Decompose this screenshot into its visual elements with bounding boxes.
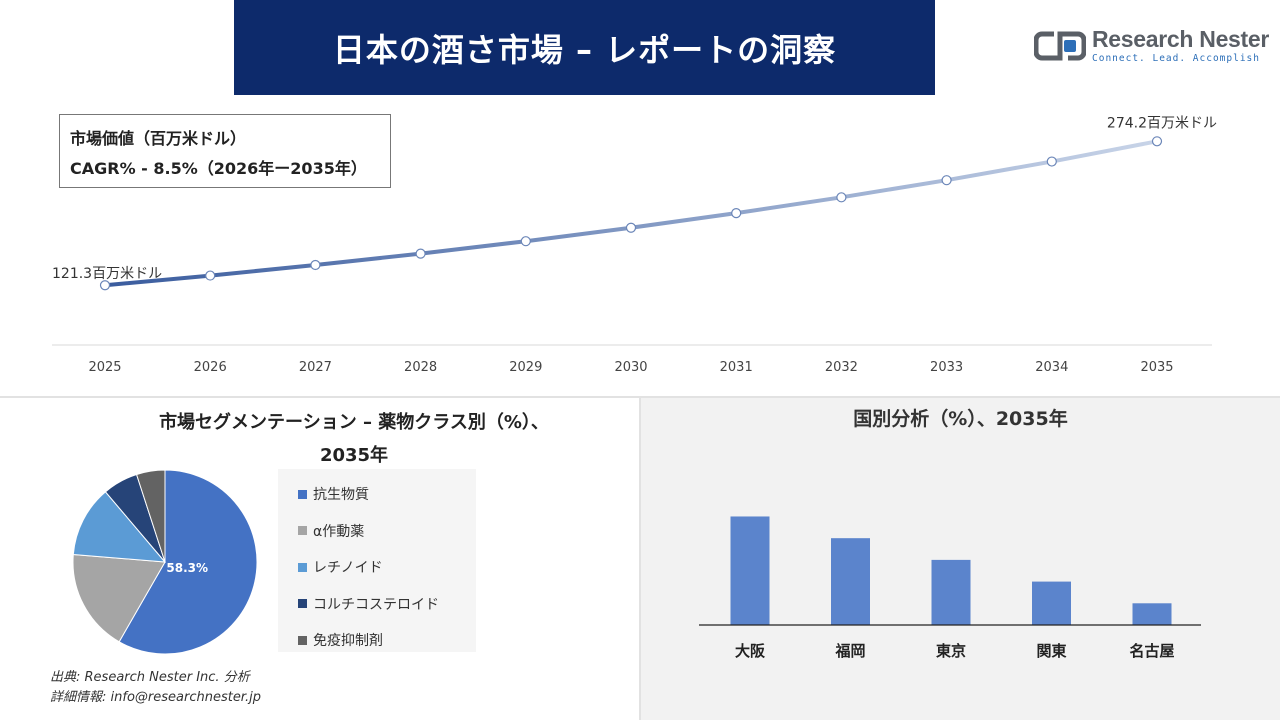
segmentation-title-line1: 市場セグメンテーション – 薬物クラス別（%）、 — [159, 412, 549, 433]
x-tick-label: 2035 — [1140, 360, 1173, 375]
legend-swatch — [298, 599, 307, 609]
country-analysis-title: 国別分析（%）、2035年 — [853, 408, 1068, 430]
source-note: 出典: Research Nester Inc. 分析 詳細情報: info@r… — [50, 668, 261, 708]
line-point-2034 — [1046, 156, 1057, 167]
drug-class-pie-chart: 58.3% — [72, 469, 258, 655]
end-value-label: 274.2百万米ドル — [1107, 115, 1217, 131]
legend-item: レチノイド — [298, 549, 476, 586]
bar-category-label: 福岡 — [834, 642, 865, 660]
legend-label: レチノイド — [313, 560, 383, 577]
pie-slice-label: 58.3% — [166, 561, 208, 575]
legend-label: 抗生物質 — [313, 487, 369, 504]
legend-item: 抗生物質 — [298, 476, 476, 513]
pie-slice-2 — [72, 491, 167, 563]
pie-slice-4 — [135, 469, 166, 563]
pie-slice-0 — [118, 469, 258, 655]
line-point-2028 — [415, 248, 426, 259]
page-title: 日本の酒さ市場 – レポートの洞察 — [234, 0, 935, 95]
bar-0 — [730, 516, 770, 625]
info-box-title: 市場価値（百万米ドル） — [70, 129, 247, 148]
x-tick-label: 2027 — [299, 360, 332, 375]
bar-3 — [1032, 581, 1071, 625]
panel-divider — [639, 398, 641, 720]
line-point-2029 — [520, 236, 531, 247]
segmentation-title: 市場セグメンテーション – 薬物クラス別（%）、 2035年 — [80, 406, 628, 472]
source-line: 出典: Research Nester Inc. 分析 — [50, 670, 250, 685]
start-value-label: 121.3百万米ドル — [52, 266, 162, 282]
bar-category-label: 名古屋 — [1129, 642, 1174, 660]
legend-swatch — [298, 526, 307, 536]
line-point-2031 — [731, 208, 742, 219]
x-tick-label: 2029 — [509, 360, 542, 375]
bar-2 — [931, 559, 971, 625]
info-box-cagr: CAGR% - 8.5%（2026年ー2035年） — [70, 159, 367, 178]
bar-4 — [1132, 603, 1172, 625]
line-point-2032 — [836, 192, 847, 203]
legend-swatch — [298, 562, 307, 572]
x-tick-label: 2028 — [404, 360, 437, 375]
market-value-line-chart: 2025 2026 2027 2028 2029 2030 2031 2032 2033 2034… — [52, 115, 1217, 375]
x-tick-label: 2034 — [1035, 360, 1068, 375]
line-point-2026 — [205, 270, 216, 281]
logo-tagline: Connect. Lead. Accomplish — [1092, 53, 1260, 64]
x-tick-label: 2025 — [88, 360, 121, 375]
x-tick-label: 2030 — [614, 360, 647, 375]
research-nester-logo: Research Nester Connect. Lead. Accomplis… — [1034, 26, 1269, 66]
legend-swatch — [298, 489, 307, 499]
legend-swatch — [298, 635, 307, 645]
x-tick-label: 2032 — [825, 360, 858, 375]
legend-label: コルチコステロイド — [313, 596, 439, 613]
line-point-2035 — [1151, 136, 1163, 147]
market-value-info-box: 市場価値（百万米ドル） CAGR% - 8.5%（2026年ー2035年） — [59, 114, 391, 188]
x-tick-label: 2031 — [720, 360, 753, 375]
logo-mark-icon — [1034, 31, 1086, 61]
country-bar-chart: 大阪 福岡 東京 関東 名古屋 — [699, 516, 1201, 660]
section-divider — [0, 396, 1280, 398]
bar-1 — [831, 538, 870, 625]
legend-item: コルチコステロイド — [298, 586, 476, 623]
segmentation-title-line2: 2035年 — [319, 445, 389, 466]
legend-item: 免疫抑制剤 — [298, 622, 476, 659]
pie-slice-1 — [72, 553, 166, 643]
x-tick-label: 2033 — [930, 360, 963, 375]
legend-item: α作動薬 — [298, 513, 476, 550]
bar-category-label: 関東 — [1036, 642, 1066, 660]
line-point-2027 — [310, 259, 321, 271]
pie-legend: 抗生物質 α作動薬レチノイドコルチコステロイド 免疫抑制剤 — [278, 469, 476, 652]
logo-name: Research Nester — [1092, 26, 1270, 52]
contact-line: 詳細情報: info@researchnester.jp — [50, 690, 261, 705]
bar-category-label: 大阪 — [735, 642, 766, 660]
bar-category-label: 東京 — [936, 642, 966, 660]
line-point-2033 — [941, 175, 952, 186]
line-point-2025 — [99, 280, 111, 291]
line-point-2030 — [625, 222, 637, 233]
x-tick-label: 2026 — [194, 360, 227, 375]
legend-label: 免疫抑制剤 — [313, 633, 383, 650]
legend-label: α作動薬 — [313, 523, 365, 540]
